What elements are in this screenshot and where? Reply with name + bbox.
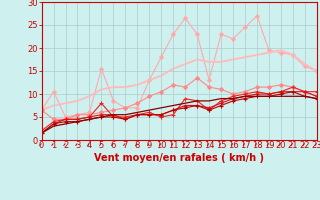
X-axis label: Vent moyen/en rafales ( km/h ): Vent moyen/en rafales ( km/h ): [94, 153, 264, 163]
